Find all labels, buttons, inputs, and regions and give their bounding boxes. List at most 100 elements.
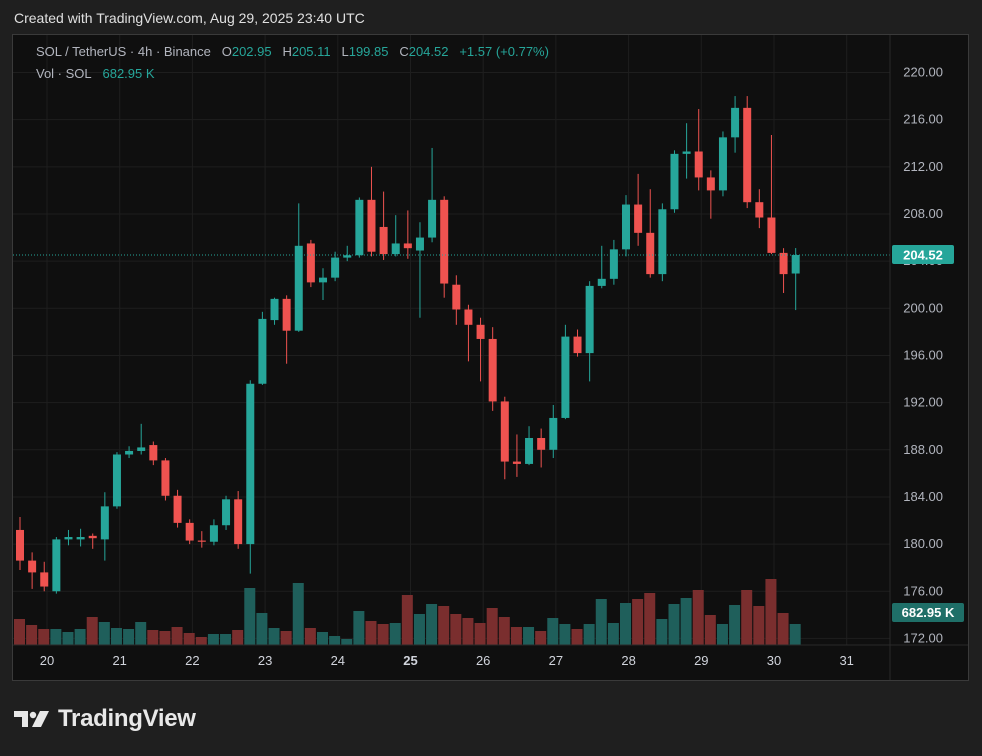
candle-body: [779, 252, 788, 275]
volume-bar: [523, 627, 535, 645]
volume-bar: [583, 624, 595, 645]
candle-body: [597, 278, 606, 286]
volume-bar: [777, 613, 789, 645]
y-tick-label: 176.00: [903, 583, 943, 598]
volume-bar: [50, 629, 62, 645]
candle-body: [294, 245, 303, 331]
y-tick-label: 220.00: [903, 65, 943, 80]
volume-bar: [450, 614, 462, 645]
candle-body: [28, 560, 37, 573]
y-tick-label: 196.00: [903, 347, 943, 362]
legend-low: 199.85: [348, 44, 389, 59]
volume-bar: [244, 588, 256, 645]
candle-body: [100, 506, 109, 540]
volume-badge: 682.95 K: [892, 603, 964, 622]
chart-frame[interactable]: 220.00216.00212.00208.00204.00200.00196.…: [12, 34, 969, 681]
candle-body: [76, 537, 85, 540]
legend-symbol: SOL / TetherUS · 4h · Binance: [36, 44, 211, 59]
volume-bar: [426, 604, 438, 645]
volume-bar: [98, 622, 110, 645]
candle-body: [585, 285, 594, 354]
volume-bar: [14, 619, 25, 645]
candle-body: [609, 249, 618, 279]
y-tick-label: 192.00: [903, 395, 943, 410]
volume-bar: [256, 613, 268, 645]
volume-bar: [595, 599, 607, 645]
volume-bar: [668, 604, 680, 645]
candle-body: [500, 401, 509, 462]
y-tick-label: 188.00: [903, 442, 943, 457]
volume-bar: [123, 629, 135, 645]
volume-bar: [571, 629, 583, 645]
candle-body: [706, 177, 715, 191]
x-tick-label: 30: [767, 653, 781, 668]
x-tick-label: 21: [112, 653, 126, 668]
candle-body: [452, 284, 461, 310]
candle-body: [282, 298, 291, 331]
legend-ohlc: SOL / TetherUS · 4h · Binance O202.95 H2…: [36, 44, 549, 59]
candle-body: [440, 199, 449, 284]
candle-body: [234, 499, 243, 545]
candle-body: [476, 324, 485, 339]
volume-bar: [195, 637, 207, 645]
x-tick-label: 20: [40, 653, 54, 668]
candle-body: [209, 525, 218, 542]
legend-vol-value: 682.95 K: [102, 66, 155, 81]
candle-body: [743, 107, 752, 203]
volume-bar: [207, 634, 219, 645]
volume-bar: [620, 603, 631, 645]
volume-bar: [110, 628, 122, 645]
legend-high: 205.11: [291, 44, 331, 59]
volume-bar: [535, 631, 547, 645]
volume-bar: [317, 632, 328, 645]
candles: [16, 96, 800, 594]
legend-close: 204.52: [408, 44, 449, 59]
candle-body: [258, 318, 267, 384]
candle-body: [331, 257, 340, 278]
candle-body: [791, 255, 800, 274]
legend-low-label: L: [341, 44, 349, 59]
created-with-header: Created with TradingView.com, Aug 29, 20…: [14, 10, 365, 26]
volume-bar: [765, 579, 777, 645]
volume-bar: [159, 631, 171, 645]
volume-bar: [704, 615, 716, 645]
candle-body: [391, 243, 400, 255]
candle-body: [185, 522, 194, 541]
volume-bar: [147, 630, 159, 645]
price-badge: 204.52: [892, 245, 954, 265]
volume-bar: [510, 627, 522, 645]
volume-bar: [365, 621, 377, 645]
candlestick-chart[interactable]: 220.00216.00212.00208.00204.00200.00196.…: [13, 35, 968, 680]
x-axis: 20 21 22 23 24 25 26 27 28 29 30 31: [40, 653, 854, 668]
legend-high-label: H: [282, 44, 292, 59]
x-tick-label: 25: [403, 653, 417, 668]
candle-body: [137, 447, 146, 451]
volume-bar: [329, 636, 341, 645]
x-tick-label: 23: [258, 653, 272, 668]
y-tick-label: 172.00: [903, 630, 943, 645]
volume-bar: [486, 608, 498, 645]
candle-body: [197, 540, 206, 542]
svg-text:204.52: 204.52: [903, 248, 943, 263]
volume-bar: [62, 632, 74, 645]
tradingview-logo-icon: [14, 711, 49, 727]
x-tick-label: 27: [549, 653, 563, 668]
x-tick-label: 31: [839, 653, 853, 668]
candle-body: [112, 454, 121, 507]
volume-bar: [474, 623, 486, 645]
candle-body: [755, 202, 764, 218]
volume-bar: [341, 639, 353, 645]
candle-body: [718, 137, 727, 191]
candle-body: [549, 417, 558, 450]
candle-body: [658, 209, 667, 275]
volume-bar: [753, 606, 765, 645]
tradingview-logo[interactable]: TradingView: [14, 704, 196, 734]
candle-body: [246, 383, 255, 545]
candle-body: [682, 151, 691, 154]
volume-bar: [38, 629, 50, 645]
candle-body: [512, 461, 521, 464]
candle-body: [561, 336, 570, 418]
candle-body: [173, 495, 182, 523]
candle-body: [731, 107, 740, 138]
x-tick-label: 28: [621, 653, 635, 668]
